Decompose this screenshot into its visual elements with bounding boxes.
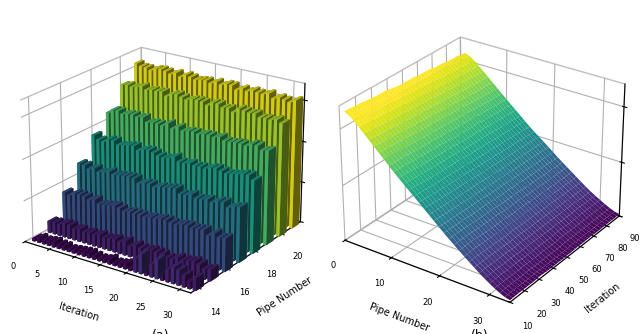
Text: (b): (b) [471,329,488,334]
X-axis label: Iteration: Iteration [58,302,100,324]
X-axis label: Pipe Number: Pipe Number [367,302,430,334]
Text: (a): (a) [152,329,169,334]
Y-axis label: Pipe Number: Pipe Number [255,275,314,318]
Y-axis label: Iteration: Iteration [584,281,622,315]
